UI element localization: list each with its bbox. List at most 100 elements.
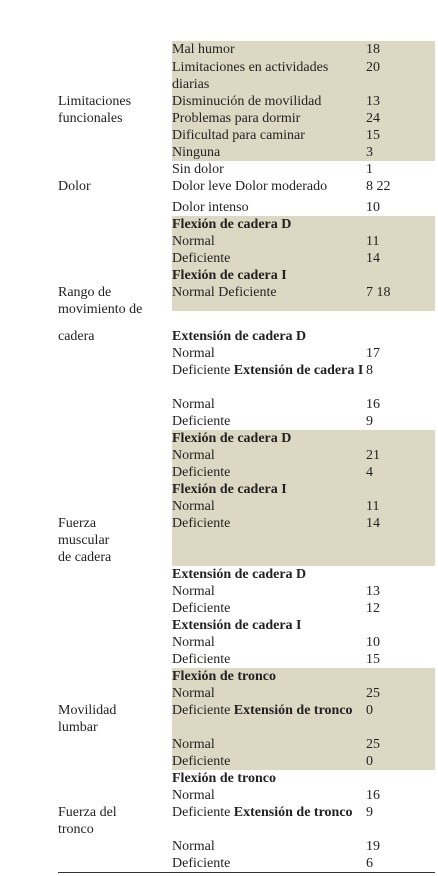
value-text: 0	[366, 703, 373, 718]
item-heading: Extensión de cadera I	[172, 618, 302, 633]
item: Normal	[172, 736, 364, 753]
row-label: Fuerza	[58, 515, 170, 532]
value-text: 17	[366, 346, 380, 361]
item-text: Sin dolor	[172, 162, 224, 177]
item: Deficiente Extensión de tronco	[172, 804, 364, 821]
item: Deficiente	[172, 250, 364, 267]
row-label: funcionales	[58, 110, 170, 127]
item-text: Deficiente	[172, 601, 231, 616]
value-text: 10	[366, 635, 380, 650]
item-heading: Flexión de tronco	[172, 669, 276, 684]
item-text: Deficiente	[172, 805, 231, 820]
value-text: 11	[366, 234, 380, 249]
value-text: 8 22	[366, 179, 391, 194]
value: 13	[366, 93, 434, 110]
value: 17	[366, 345, 434, 362]
item: Normal	[172, 838, 364, 855]
value: 9	[366, 413, 434, 430]
item: Dolor intenso	[172, 199, 364, 216]
row-label: Rango de	[58, 284, 170, 301]
value-text: 10	[366, 200, 380, 215]
value-text: 14	[366, 516, 380, 531]
item: Limitaciones en actividades diarias	[172, 59, 364, 93]
item: Ninguna	[172, 144, 364, 161]
item-heading: Extensión de cadera I	[233, 363, 364, 378]
value: 6	[366, 855, 434, 872]
item: Deficiente Extensión de cadera I	[172, 362, 364, 379]
value-text: 25	[366, 686, 380, 701]
value: 19	[366, 838, 434, 855]
item-text: Normal	[172, 737, 215, 752]
label-text: tronco	[58, 822, 94, 837]
value: 16	[366, 787, 434, 804]
row-label: Limitaciones	[58, 93, 170, 110]
item: Deficiente	[172, 600, 364, 617]
value-text: 14	[366, 251, 380, 266]
value-text: 0	[366, 754, 373, 769]
item: Normal	[172, 498, 364, 515]
item-text: Normal	[172, 346, 215, 361]
item: Deficiente	[172, 651, 364, 668]
value-text: 13	[366, 94, 380, 109]
value: 7 18	[366, 284, 434, 301]
item: Dolor leve Dolor moderado	[172, 178, 364, 195]
item: Normal	[172, 396, 364, 413]
item: Normal	[172, 787, 364, 804]
value: 20	[366, 59, 434, 76]
item-text: Deficiente	[172, 703, 231, 718]
item-heading: Flexión de cadera D	[172, 431, 292, 446]
item-text: Deficiente	[172, 754, 231, 769]
value: 0	[366, 753, 434, 770]
item: Problemas para dormir	[172, 110, 364, 127]
item: Normal	[172, 233, 364, 250]
item-text: Deficiente	[172, 363, 231, 378]
value: 9	[366, 804, 434, 821]
value: 12	[366, 600, 434, 617]
value: 15	[366, 651, 434, 668]
value: 13	[366, 583, 434, 600]
item-text: Deficiente	[172, 465, 231, 480]
label-text: Dolor	[58, 179, 91, 194]
item-heading: Extensión de tronco	[233, 805, 353, 820]
item-heading: Flexión de tronco	[172, 771, 276, 786]
value: 15	[366, 127, 434, 144]
value: 16	[366, 396, 434, 413]
item-text: Deficiente	[172, 652, 231, 667]
shade	[172, 216, 435, 311]
row-label: cadera	[58, 328, 170, 345]
item: Deficiente Extensión de tronco	[172, 702, 364, 719]
item: Deficiente	[172, 413, 364, 430]
item: Deficiente	[172, 753, 364, 770]
row-label: movimiento de	[58, 301, 170, 318]
item-heading: Extensión de cadera D	[172, 329, 307, 344]
value-text: 25	[366, 737, 380, 752]
row-label: de cadera	[58, 549, 170, 566]
item: Sin dolor	[172, 161, 364, 178]
value: 11	[366, 498, 434, 515]
row-label: lumbar	[58, 719, 170, 736]
value-text: 16	[366, 788, 380, 803]
item: Flexión de cadera D	[172, 216, 364, 233]
item-text: Mal humor	[172, 42, 235, 57]
item-text: Normal	[172, 839, 215, 854]
value: 11	[366, 233, 434, 250]
item-text: Limitaciones en actividades diarias	[172, 60, 329, 92]
row-label: Fuerza del	[58, 804, 170, 821]
item: Normal	[172, 583, 364, 600]
value: 8 22	[366, 178, 434, 195]
item: Flexión de tronco	[172, 770, 364, 787]
value-text: 8	[366, 363, 373, 378]
rule	[58, 872, 435, 873]
value-text: 15	[366, 652, 380, 667]
label-text: muscular	[58, 533, 110, 548]
item-text: Normal Deficiente	[172, 285, 277, 300]
value: 3	[366, 144, 434, 161]
value: 10	[366, 199, 434, 216]
value-text: 24	[366, 111, 380, 126]
value-text: 11	[366, 499, 380, 514]
label-text: de cadera	[58, 550, 112, 565]
label-text: Fuerza	[58, 516, 97, 531]
value: 8	[366, 362, 434, 379]
item: Flexión de tronco	[172, 668, 364, 685]
